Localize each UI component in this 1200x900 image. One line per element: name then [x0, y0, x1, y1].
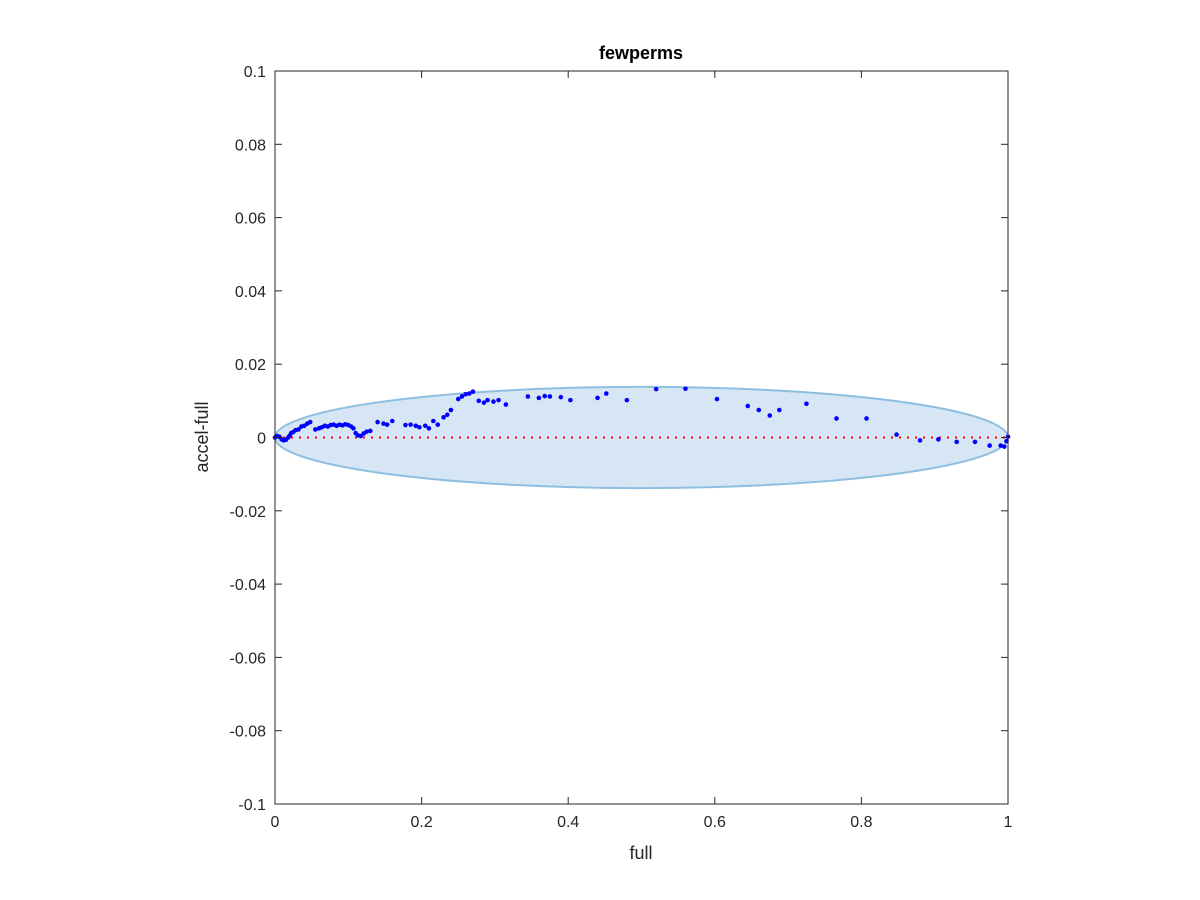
data-point — [426, 426, 432, 431]
data-point — [568, 397, 573, 403]
data-point — [491, 399, 496, 404]
chart-title: fewperms — [599, 43, 683, 63]
x-tick-label: 1 — [1004, 814, 1013, 831]
data-point — [485, 397, 490, 403]
plot-area — [272, 70, 1011, 805]
y-tick-label: 0.1 — [244, 64, 266, 81]
y-tick-label: 0.02 — [235, 357, 266, 374]
data-point — [296, 427, 301, 432]
data-point — [431, 418, 436, 424]
data-point — [351, 426, 356, 431]
data-point — [466, 391, 472, 396]
y-tick-label: -0.1 — [238, 797, 266, 814]
data-point — [463, 391, 468, 397]
data-point — [777, 407, 782, 413]
data-point — [381, 421, 386, 426]
data-point — [389, 418, 395, 424]
x-tick-label: 0.2 — [410, 814, 432, 831]
x-tick-label: 0.8 — [850, 814, 872, 831]
confidence-ellipse — [274, 385, 1009, 490]
x-axis-label: full — [629, 843, 652, 863]
data-point — [1002, 444, 1007, 449]
data-point — [804, 401, 809, 407]
data-point — [470, 389, 476, 394]
x-tick-label: 0.4 — [557, 814, 579, 831]
data-point — [448, 407, 454, 413]
data-point — [441, 415, 446, 420]
data-point — [536, 395, 542, 401]
data-point — [503, 402, 509, 407]
data-point — [313, 427, 318, 432]
data-point — [367, 428, 373, 434]
x-tick-label: 0.6 — [704, 814, 726, 831]
data-point — [917, 438, 923, 443]
data-point — [653, 386, 659, 392]
data-point — [542, 393, 548, 399]
data-point — [455, 396, 461, 402]
x-axis: 0 0.2 0.4 0.6 0.8 1 — [271, 71, 1013, 831]
y-tick-label: 0.06 — [235, 211, 266, 228]
y-tick-label: 0.04 — [235, 284, 266, 301]
data-point — [417, 424, 422, 430]
data-point — [683, 386, 688, 392]
y-tick-label: -0.02 — [230, 504, 267, 521]
data-point — [954, 439, 959, 445]
data-point — [375, 419, 380, 425]
y-tick-label: 0.08 — [235, 137, 266, 154]
y-axis-label: accel-full — [192, 401, 212, 472]
data-point — [481, 400, 487, 405]
x-tick-label: 0 — [271, 814, 280, 831]
data-point — [459, 394, 465, 399]
data-point — [558, 394, 564, 400]
data-point — [408, 422, 413, 427]
data-point — [714, 396, 720, 402]
data-point — [444, 412, 450, 418]
data-point — [998, 443, 1003, 448]
y-axis: 0.1 0.08 0.06 0.04 0.02 0 -0.02 -0.04 -0.06 -0.08… — [230, 64, 1008, 814]
data-point — [384, 422, 390, 427]
data-point — [364, 429, 369, 434]
data-point — [624, 397, 630, 403]
data-point — [595, 395, 600, 401]
data-point — [936, 437, 941, 442]
data-point — [476, 398, 482, 404]
data-point — [756, 407, 762, 413]
y-tick-label: -0.04 — [230, 577, 267, 594]
data-point — [435, 422, 441, 427]
data-point — [307, 419, 313, 425]
data-point — [864, 416, 869, 421]
data-point — [767, 413, 773, 418]
data-point — [894, 432, 899, 437]
data-point — [525, 394, 531, 399]
y-tick-label: -0.08 — [230, 724, 267, 741]
data-point — [413, 423, 419, 429]
data-point — [422, 423, 428, 429]
data-point — [403, 422, 408, 428]
data-point — [987, 443, 992, 448]
y-tick-label: -0.06 — [230, 650, 267, 667]
data-point — [745, 403, 751, 409]
data-point — [834, 416, 839, 421]
data-point — [547, 394, 553, 399]
data-point — [972, 439, 978, 445]
data-point — [604, 391, 609, 396]
y-tick-label: 0 — [257, 431, 266, 448]
data-point — [496, 397, 501, 403]
